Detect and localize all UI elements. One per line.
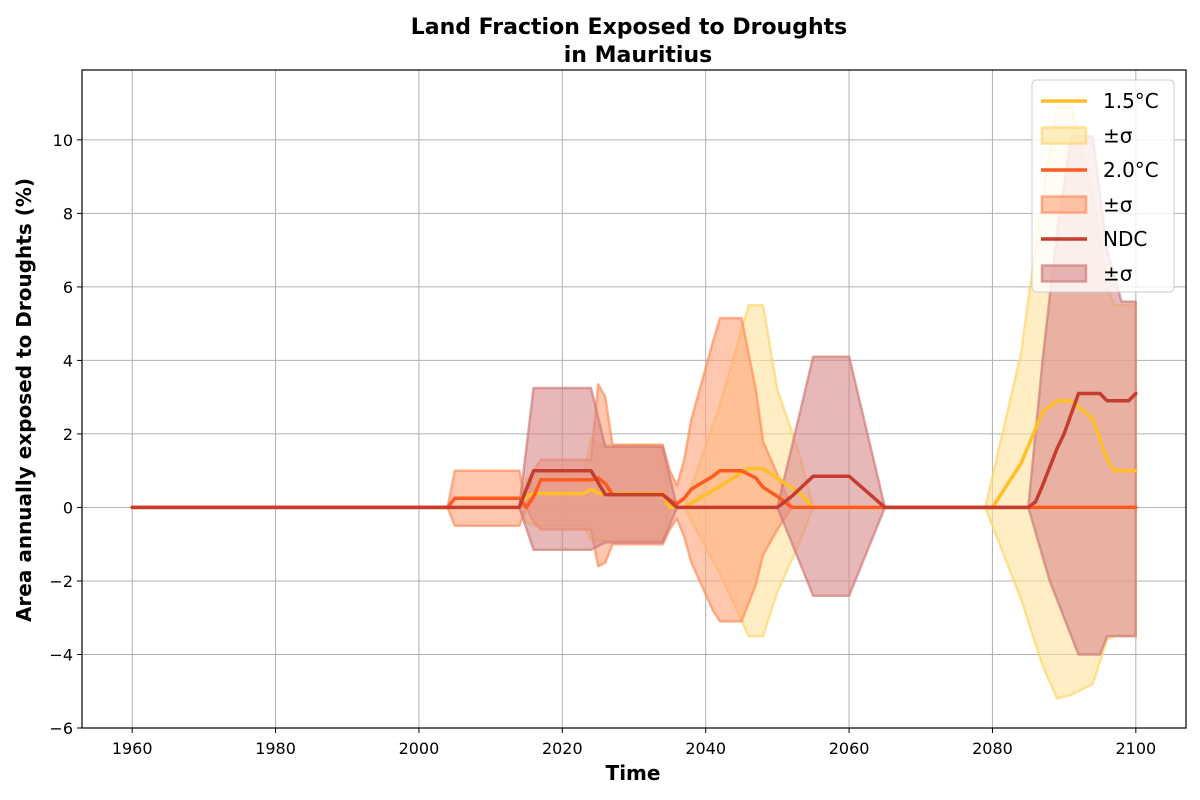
x-tick-label: 2080 — [972, 739, 1013, 758]
band-series-0 — [130, 105, 1138, 700]
line-series-2 — [130, 391, 1138, 510]
x-tick-label: 2000 — [399, 739, 440, 758]
y-tick-label: 0 — [63, 498, 73, 517]
legend-label: ±σ — [1103, 262, 1133, 286]
y-tick-label: −4 — [49, 645, 73, 664]
x-tick-label: 2100 — [1115, 739, 1156, 758]
y-tick-label: 10 — [53, 131, 73, 150]
line-series-0 — [130, 399, 1138, 510]
y-tick-label: 4 — [63, 351, 73, 370]
legend-entries: 1.5°C ±σ 2.0°C ±σ NDC ±σ — [1040, 89, 1159, 286]
chart-title: Land Fraction Exposed to Droughts — [411, 15, 848, 40]
legend-label: 2.0°C — [1103, 158, 1159, 182]
y-axis-ticks: −6 −4 −2 0 2 4 6 8 10 — [49, 131, 82, 738]
y-tick-label: 2 — [63, 425, 73, 444]
y-tick-label: −6 — [49, 719, 73, 738]
legend-label: ±σ — [1103, 124, 1133, 148]
lines-layer — [130, 391, 1138, 510]
x-axis-ticks: 1960 1980 2000 2020 2040 2060 2080 2100 — [112, 728, 1156, 758]
x-axis-label: Time — [606, 761, 661, 785]
y-tick-label: 8 — [63, 204, 73, 223]
y-axis-label: Area annually exposed to Droughts (%) — [12, 178, 36, 622]
legend-band-swatch — [1040, 126, 1088, 145]
chart-subtitle: in Mauritius — [564, 43, 712, 68]
y-tick-label: −2 — [49, 572, 73, 591]
x-tick-label: 2020 — [542, 739, 583, 758]
legend-label: ±σ — [1103, 193, 1133, 217]
legend-label: NDC — [1103, 227, 1147, 251]
x-tick-label: 2040 — [685, 739, 726, 758]
x-tick-label: 1960 — [112, 739, 153, 758]
band-series-2 — [130, 134, 1138, 656]
legend-band-swatch — [1040, 195, 1088, 214]
x-tick-label: 2060 — [829, 739, 870, 758]
y-tick-label: 6 — [63, 278, 73, 297]
x-tick-label: 1980 — [255, 739, 296, 758]
legend-band-swatch — [1040, 264, 1088, 283]
bands-layer — [130, 105, 1138, 700]
legend: 1.5°C ±σ 2.0°C ±σ NDC ±σ — [1031, 79, 1175, 293]
plot-area-frame — [81, 69, 1187, 729]
legend-label: 1.5°C — [1103, 89, 1159, 113]
